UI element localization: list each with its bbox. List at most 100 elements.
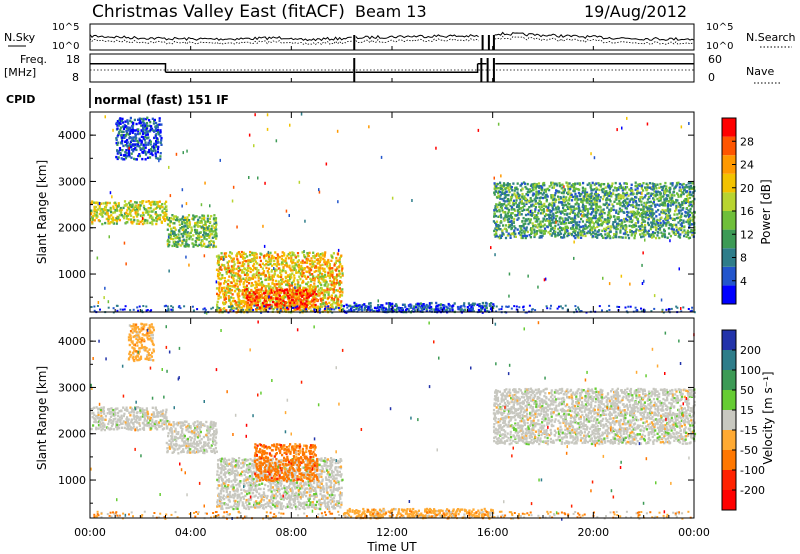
scatter-cell xyxy=(630,220,633,224)
scatter-cell xyxy=(609,209,612,212)
scatter-cell xyxy=(539,191,542,195)
y-tick-label: 3000 xyxy=(58,175,86,188)
scatter-cell xyxy=(328,276,331,280)
scatter-cell xyxy=(278,303,281,306)
scatter-cell xyxy=(226,270,230,274)
scatter-cell xyxy=(148,148,151,152)
scatter-cell xyxy=(691,194,694,198)
scatter-cell xyxy=(128,144,131,147)
scatter-cell xyxy=(624,228,627,232)
scatter-cell xyxy=(268,255,271,258)
scatter-cell xyxy=(495,232,498,236)
scatter-cell xyxy=(99,308,101,311)
scatter-cell xyxy=(640,208,643,211)
scatter-cell xyxy=(260,296,263,299)
scatter-cell xyxy=(324,289,327,292)
scatter-cell xyxy=(234,272,237,275)
scatter-cell xyxy=(653,219,656,222)
scatter-cell xyxy=(332,252,335,255)
scatter-cell xyxy=(541,220,544,223)
scatter-cell xyxy=(507,186,510,190)
scatter-cell xyxy=(321,263,324,267)
scatter-cell xyxy=(361,303,364,307)
scatter-cell xyxy=(294,255,297,258)
scatter-cell xyxy=(102,202,105,205)
scatter-cell xyxy=(166,305,169,308)
scatter-cell xyxy=(129,204,132,207)
scatter-cell xyxy=(119,153,122,156)
scatter-cell xyxy=(252,275,255,278)
scatter-cell xyxy=(533,214,536,217)
scatter-cell xyxy=(154,203,157,206)
scatter-cell xyxy=(610,195,613,198)
scatter-cell xyxy=(651,215,654,218)
scatter-cell xyxy=(576,214,579,217)
scatter-cell xyxy=(208,245,211,249)
scatter-cell xyxy=(629,217,632,220)
scatter-cell xyxy=(208,217,211,221)
scatter-cell xyxy=(284,279,287,283)
scatter-cell xyxy=(131,209,134,212)
scatter-cell xyxy=(347,304,350,308)
scatter-cell xyxy=(303,298,306,301)
scatter-cell xyxy=(269,292,272,295)
scatter-cell xyxy=(305,298,308,302)
scatter-cell xyxy=(413,305,416,308)
scatter-cell xyxy=(280,275,283,278)
scatter-cell xyxy=(592,225,595,228)
scatter-cell xyxy=(669,186,672,190)
scatter-cell xyxy=(314,305,317,309)
scatter-cell xyxy=(140,135,143,138)
scatter-cell xyxy=(108,216,111,220)
scatter-cell xyxy=(137,154,140,158)
nave-tick-bottom: 0 xyxy=(708,71,715,84)
scatter-cell xyxy=(514,227,517,230)
scatter-cell xyxy=(158,216,161,219)
scatter-cell xyxy=(316,309,319,312)
scatter-cell xyxy=(645,206,648,209)
scatter-cell xyxy=(510,186,513,189)
scatter-cell xyxy=(355,308,358,310)
scatter-cell xyxy=(155,139,158,143)
scatter-cell xyxy=(496,210,499,213)
scatter-cell xyxy=(305,294,309,298)
scatter-cell xyxy=(608,235,612,238)
scatter-cell xyxy=(610,207,613,210)
scatter-cell xyxy=(580,198,583,201)
scatter-cell xyxy=(269,276,273,279)
scatter-cell xyxy=(275,264,278,268)
scatter-cell xyxy=(113,211,117,214)
scatter-cell xyxy=(177,240,180,243)
scatter-cell xyxy=(272,275,275,278)
scatter-cell xyxy=(142,147,145,150)
scatter-cell xyxy=(236,225,238,229)
scatter-cell xyxy=(634,230,637,233)
scatter-cell xyxy=(143,123,146,126)
scatter-cell xyxy=(290,293,293,297)
scatter-cell xyxy=(196,224,199,227)
scatter-cell xyxy=(543,215,547,218)
scatter-cell xyxy=(250,282,254,285)
scatter-cell xyxy=(304,302,307,305)
scatter-cell xyxy=(154,129,157,132)
scatter-cell xyxy=(192,218,195,221)
scatter-cell xyxy=(464,308,467,312)
scatter-cell xyxy=(154,153,157,157)
scatter-cell xyxy=(205,311,208,315)
scatter-cell xyxy=(547,213,550,216)
scatter-cell xyxy=(223,252,226,255)
scatter-cell xyxy=(321,252,324,255)
scatter-cell xyxy=(217,254,220,257)
scatter-cell xyxy=(146,210,149,213)
scatter-cell xyxy=(148,139,151,142)
scatter-cell xyxy=(98,212,101,216)
scatter-cell xyxy=(593,201,596,204)
scatter-cell xyxy=(189,235,192,238)
scatter-cell xyxy=(208,225,211,228)
scatter-cell xyxy=(574,192,577,196)
scatter-cell xyxy=(628,203,631,206)
scatter-cell xyxy=(325,262,329,265)
scatter-cell xyxy=(333,285,336,289)
scatter-cell xyxy=(185,220,189,223)
scatter-cell xyxy=(283,307,286,311)
